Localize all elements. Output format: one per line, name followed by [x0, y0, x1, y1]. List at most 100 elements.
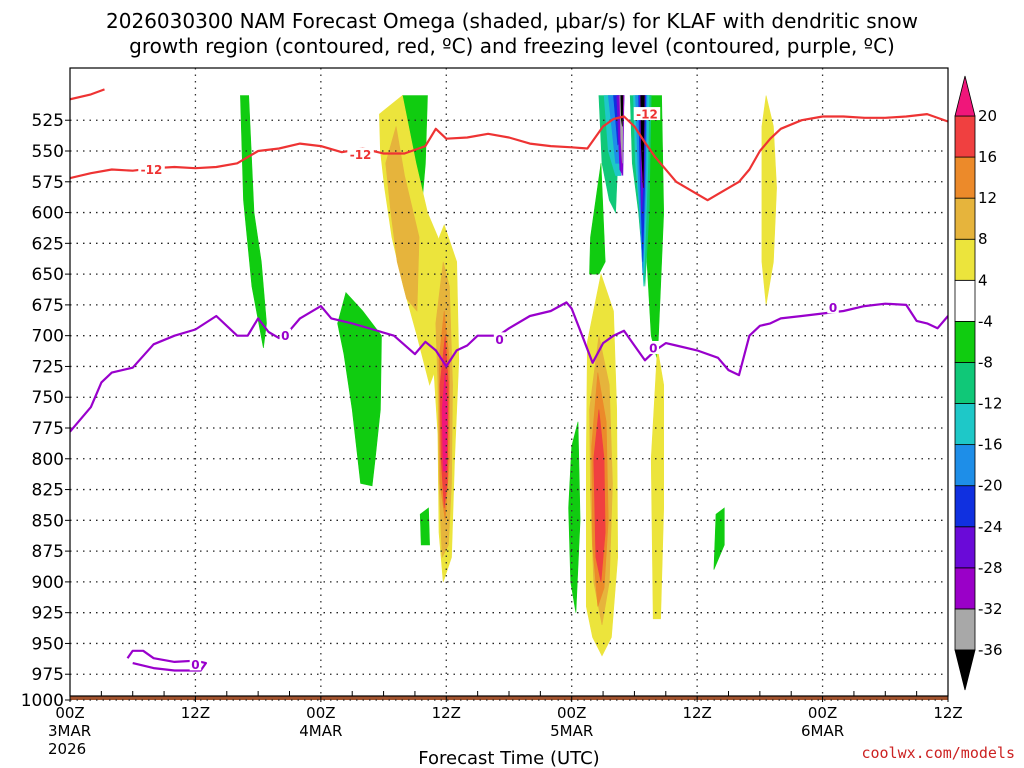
- colorbar-box--12: [954, 403, 976, 446]
- colorbar-box-12: [954, 197, 976, 240]
- y-tick-label-775: 775: [32, 419, 64, 439]
- colorbar-label-12: 12: [978, 189, 997, 207]
- contour-label-bg: [493, 332, 506, 346]
- contour-label-bg: [347, 147, 374, 161]
- colorbar-label--4: -4: [978, 312, 993, 330]
- plot-area: -12 -12 -12 0 0 0 0 0: [69, 67, 949, 701]
- omega-region--36: [620, 95, 624, 127]
- plot-frame: [69, 67, 949, 697]
- contour-label-bg: [279, 328, 292, 342]
- contour-0: [70, 301, 948, 433]
- colorbar-top-arrow: [954, 75, 976, 117]
- colorbar-label--16: -16: [978, 436, 1003, 454]
- colorbar-box--4: [954, 320, 976, 363]
- gridlines: [70, 68, 948, 701]
- contour--12: [70, 88, 105, 101]
- colorbar-label--36: -36: [978, 641, 1003, 659]
- x-tick-label-24-0: 00Z: [306, 704, 335, 722]
- omega-region-16: [593, 409, 606, 582]
- colorbar-label--28: -28: [978, 559, 1003, 577]
- colorbar-box--24: [954, 526, 976, 569]
- y-tick-label-650: 650: [32, 265, 64, 285]
- y-tick-label-900: 900: [32, 573, 64, 593]
- y-tick-label-975: 975: [32, 665, 64, 685]
- terrain-fill: [70, 696, 948, 700]
- contour-label-2: -12: [636, 108, 658, 122]
- plot-background: [70, 68, 948, 696]
- y-tick-label-950: 950: [32, 634, 64, 654]
- colorbar-label-16: 16: [978, 148, 997, 166]
- contours: [70, 88, 948, 672]
- y-tick-label-825: 825: [32, 481, 64, 501]
- y-tick-label-800: 800: [32, 450, 64, 470]
- contour-label-0: -12: [141, 163, 163, 177]
- omega-region-4: [650, 347, 665, 620]
- x-tick-label-0-2: 2026: [48, 740, 86, 758]
- omega-region-4: [761, 95, 777, 305]
- colorbar-label--20: -20: [978, 477, 1003, 495]
- colorbar-box-4: [954, 279, 976, 322]
- x-tick-label-12-0: 12Z: [181, 704, 210, 722]
- colorbar-bottom-arrow: [954, 649, 976, 691]
- y-tick-label-875: 875: [32, 542, 64, 562]
- y-tick-label-725: 725: [32, 357, 64, 377]
- x-tick-label-0-1: 3MAR: [48, 722, 91, 740]
- x-tick-label-60-0: 12Z: [682, 704, 711, 722]
- y-tick-label-600: 600: [32, 204, 64, 224]
- omega-region-8: [385, 126, 420, 312]
- colorbar-box-8: [954, 238, 976, 281]
- x-tick-label-0-0: 00Z: [55, 704, 84, 722]
- chart-title-line-2: growth region (contoured, red, ºC) and f…: [129, 34, 895, 58]
- terrain: [70, 696, 948, 700]
- y-tick-label-625: 625: [32, 234, 64, 254]
- x-tick-label-84-0: 12Z: [933, 704, 962, 722]
- credit-link[interactable]: coolwx.com/models: [861, 744, 1015, 762]
- contour-label-bg: [189, 657, 202, 671]
- colorbar-label--8: -8: [978, 353, 993, 371]
- colorbar-box-16: [954, 156, 976, 199]
- colorbar-box--28: [954, 567, 976, 610]
- contour-label-1: -12: [350, 148, 372, 162]
- x-tick-label-48-1: 5MAR: [550, 722, 593, 740]
- x-tick-label-72-0: 00Z: [808, 704, 837, 722]
- contour-label-3: 0: [281, 329, 289, 343]
- x-axis-label: Forecast Time (UTC): [418, 748, 599, 768]
- y-tick-label-525: 525: [32, 111, 64, 131]
- contour-label-bg: [138, 162, 165, 176]
- y-axis: 525 550 575 600 625 650 675 700 725 750 775 800 825 8…: [21, 111, 70, 711]
- omega-region--4: [568, 421, 581, 613]
- contour-labels: -12 -12 -12 0 0 0 0 0: [138, 107, 839, 672]
- colorbar-label--24: -24: [978, 518, 1003, 536]
- colorbar: 20 16 12 8 4 -4 -8 -12 -16 -20 -24 -28 -32 -36: [954, 75, 1003, 691]
- x-tick-label-24-1: 4MAR: [299, 722, 342, 740]
- chart-title-line-1: 2026030300 NAM Forecast Omega (shaded, μ…: [106, 9, 918, 33]
- omega-region--4: [419, 507, 430, 546]
- y-tick-label-750: 750: [32, 388, 64, 408]
- contour-label-bg: [647, 340, 659, 354]
- x-tick-label-72-1: 6MAR: [801, 722, 844, 740]
- contour-label-5: 0: [649, 341, 657, 355]
- colorbar-box--20: [954, 485, 976, 528]
- colorbar-label--12: -12: [978, 395, 1003, 413]
- contour-label-bg: [827, 300, 839, 314]
- contour-label-6: 0: [829, 301, 837, 315]
- y-tick-label-850: 850: [32, 511, 64, 531]
- y-tick-label-1000: 1000: [21, 691, 64, 711]
- colorbar-label--32: -32: [978, 600, 1003, 618]
- x-tick-label-36-0: 12Z: [432, 704, 461, 722]
- colorbar-label-20: 20: [978, 107, 997, 125]
- y-tick-label-675: 675: [32, 296, 64, 316]
- colorbar-label-8: 8: [978, 230, 988, 248]
- x-tick-label-48-0: 00Z: [557, 704, 586, 722]
- omega-region--4: [589, 163, 606, 275]
- y-tick-label-700: 700: [32, 327, 64, 347]
- contour-label-7: 0: [191, 658, 199, 672]
- colorbar-box--32: [954, 608, 976, 651]
- y-tick-label-575: 575: [32, 173, 64, 193]
- colorbar-box--8: [954, 362, 976, 404]
- contour-label-bg: [633, 107, 661, 121]
- y-tick-label-550: 550: [32, 142, 64, 162]
- colorbar-label-4: 4: [978, 271, 988, 289]
